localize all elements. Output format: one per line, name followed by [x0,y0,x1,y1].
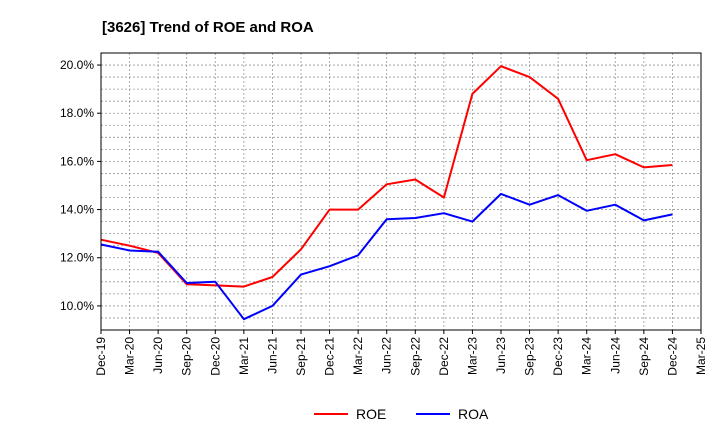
chart-title: [3626] Trend of ROE and ROA [102,19,314,36]
plot-frame [100,52,702,331]
x-tick-label: Mar-22 [351,337,365,375]
series-lines [100,65,673,321]
y-tick-label: 14.0% [60,203,94,217]
x-tick-label: Mar-21 [237,337,251,375]
y-tick-label: 10.0% [60,299,94,313]
x-tick-label: Jun-23 [494,337,508,374]
x-tick-label: Jun-20 [151,337,165,374]
y-tick-label: 20.0% [60,58,94,72]
x-tick-label: Sep-24 [637,337,651,376]
grid [100,52,702,331]
y-tick-label: 12.0% [60,251,94,265]
legend-label-roe: ROE [356,406,386,422]
x-tick-label: Sep-20 [180,337,194,376]
y-tick-label: 16.0% [60,154,94,168]
x-tick-label: Mar-24 [580,337,594,375]
x-tick-label: Dec-23 [551,337,565,376]
x-tick-label: Mar-20 [123,337,137,375]
series-line-roa [100,192,673,321]
x-tick-label: Dec-21 [323,337,337,376]
legend: ROE ROA [314,406,489,422]
x-tick-label: Mar-25 [694,337,708,375]
x-tick-label: Dec-20 [208,337,222,376]
y-tick-labels: 10.0% 12.0% 14.0% 16.0% 18.0% 20.0% [60,58,101,313]
y-tick-label: 18.0% [60,106,94,120]
x-tick-label: Sep-21 [294,337,308,376]
x-tick-label: Dec-22 [437,337,451,376]
x-tick-label: Dec-24 [665,337,679,376]
x-tick-label: Dec-19 [94,337,108,376]
legend-label-roa: ROA [458,406,489,422]
x-tick-labels: Dec-19 Mar-20 Jun-20 Sep-20 Dec-20 Mar-21 Jun-… [94,330,708,376]
x-tick-label: Jun-24 [608,337,622,374]
series-line-roe [100,65,673,288]
x-tick-label: Jun-22 [380,337,394,374]
x-tick-label: Sep-23 [523,337,537,376]
x-tick-label: Mar-23 [465,337,479,375]
x-tick-label: Jun-21 [265,337,279,374]
x-tick-label: Sep-22 [408,337,422,376]
